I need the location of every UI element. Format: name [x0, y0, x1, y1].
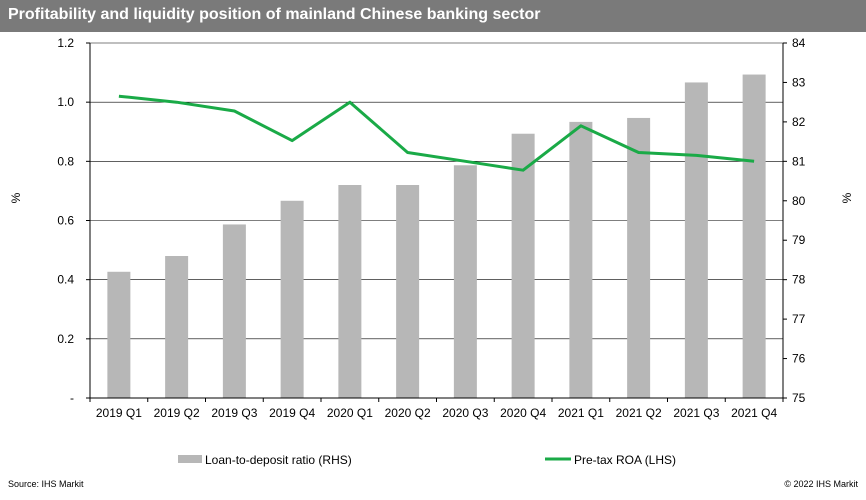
legend-bar-swatch	[178, 455, 202, 463]
y-tick-label-right: 81	[792, 154, 806, 168]
x-tick-label: 2020 Q4	[500, 406, 546, 420]
x-tick-label: 2019 Q1	[96, 406, 142, 420]
x-tick-label: 2021 Q4	[731, 406, 777, 420]
y-tick-label-left: 0.8	[57, 154, 74, 168]
y-tick-label-left: 0.6	[57, 214, 74, 228]
y-tick-label-right: 84	[792, 36, 806, 50]
y-tick-label-right: 75	[792, 391, 806, 405]
y-tick-label-left: 0.4	[57, 273, 74, 287]
bar	[165, 256, 189, 398]
bar	[742, 74, 766, 399]
title-bar: Profitability and liquidity position of …	[0, 0, 866, 32]
y-tick-label-right: 83	[792, 75, 806, 89]
x-tick-label: 2021 Q3	[673, 406, 719, 420]
roa-line	[118, 94, 755, 172]
source-note: Source: IHS Markit	[8, 479, 84, 489]
y-axis-title-right: %	[840, 192, 854, 203]
y-tick-label-left: 0.2	[57, 332, 74, 346]
copyright-note: © 2022 IHS Markit	[784, 479, 858, 489]
y-tick-label-left: -	[70, 391, 74, 405]
x-tick-label: 2020 Q1	[327, 406, 373, 420]
bar	[569, 121, 593, 398]
y-tick-label-left: 1.2	[57, 36, 74, 50]
bar	[453, 165, 477, 398]
x-tick-label: 2019 Q3	[211, 406, 257, 420]
legend-line-label: Pre-tax ROA (LHS)	[574, 453, 676, 467]
x-tick-label: 2019 Q4	[269, 406, 315, 420]
x-tick-label: 2021 Q2	[616, 406, 662, 420]
y-tick-label-right: 77	[792, 312, 806, 326]
legend-bar-label: Loan-to-deposit ratio (RHS)	[205, 453, 352, 467]
bar	[396, 185, 420, 398]
bar	[684, 82, 708, 398]
y-tick-label-right: 76	[792, 352, 806, 366]
y-tick-label-left: 1.0	[57, 95, 74, 109]
y-tick-label-right: 79	[792, 233, 806, 247]
y-axis-title-left: %	[9, 192, 23, 203]
chart-title: Profitability and liquidity position of …	[8, 6, 541, 23]
x-tick-label: 2021 Q1	[558, 406, 604, 420]
x-tick-label: 2020 Q3	[442, 406, 488, 420]
x-tick-label: 2019 Q2	[154, 406, 200, 420]
y-tick-label-right: 78	[792, 273, 806, 287]
x-tick-label: 2020 Q2	[385, 406, 431, 420]
y-tick-label-right: 80	[792, 194, 806, 208]
bar	[222, 224, 246, 398]
bar	[627, 117, 651, 398]
bar	[511, 133, 535, 398]
y-tick-label-right: 82	[792, 115, 806, 129]
bar	[338, 185, 362, 398]
bar	[107, 271, 131, 398]
bar	[280, 200, 304, 398]
